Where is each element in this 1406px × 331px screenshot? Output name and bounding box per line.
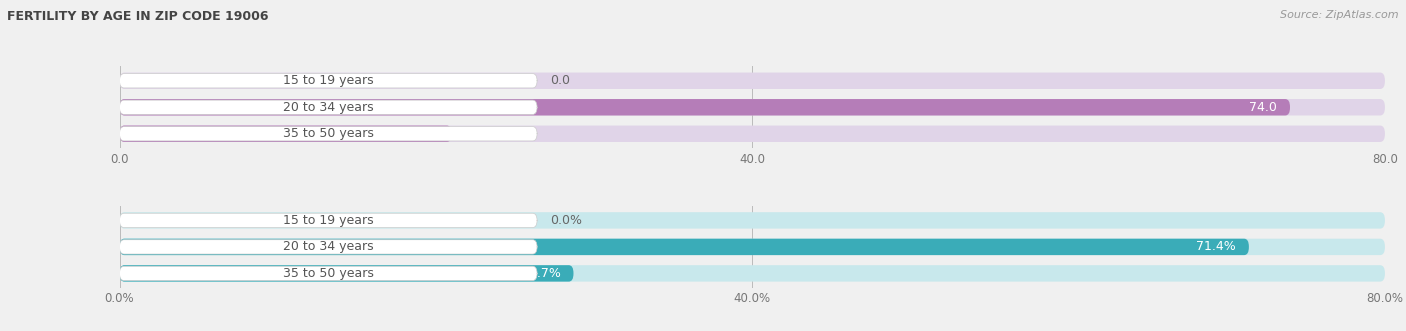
FancyBboxPatch shape xyxy=(120,239,1249,255)
FancyBboxPatch shape xyxy=(120,240,537,254)
FancyBboxPatch shape xyxy=(120,99,1385,116)
FancyBboxPatch shape xyxy=(120,125,1385,142)
FancyBboxPatch shape xyxy=(120,100,537,115)
Text: FERTILITY BY AGE IN ZIP CODE 19006: FERTILITY BY AGE IN ZIP CODE 19006 xyxy=(7,10,269,23)
FancyBboxPatch shape xyxy=(120,99,1291,116)
FancyBboxPatch shape xyxy=(120,125,451,142)
Text: 15 to 19 years: 15 to 19 years xyxy=(283,74,374,87)
Text: 74.0: 74.0 xyxy=(1250,101,1278,114)
FancyBboxPatch shape xyxy=(120,239,1385,255)
Text: 15 to 19 years: 15 to 19 years xyxy=(283,214,374,227)
Text: 35 to 50 years: 35 to 50 years xyxy=(283,267,374,280)
Text: 0.0%: 0.0% xyxy=(550,214,582,227)
FancyBboxPatch shape xyxy=(120,72,1385,89)
Text: Source: ZipAtlas.com: Source: ZipAtlas.com xyxy=(1281,10,1399,20)
FancyBboxPatch shape xyxy=(120,213,537,227)
FancyBboxPatch shape xyxy=(120,266,537,281)
Text: 21.0: 21.0 xyxy=(412,127,439,140)
FancyBboxPatch shape xyxy=(120,73,537,88)
Text: 35 to 50 years: 35 to 50 years xyxy=(283,127,374,140)
Text: 71.4%: 71.4% xyxy=(1197,240,1236,254)
Text: 0.0: 0.0 xyxy=(550,74,569,87)
FancyBboxPatch shape xyxy=(120,212,1385,229)
FancyBboxPatch shape xyxy=(120,127,537,141)
Text: 20 to 34 years: 20 to 34 years xyxy=(283,101,374,114)
Text: 20 to 34 years: 20 to 34 years xyxy=(283,240,374,254)
FancyBboxPatch shape xyxy=(120,265,1385,282)
FancyBboxPatch shape xyxy=(120,265,574,282)
Text: 28.7%: 28.7% xyxy=(522,267,561,280)
